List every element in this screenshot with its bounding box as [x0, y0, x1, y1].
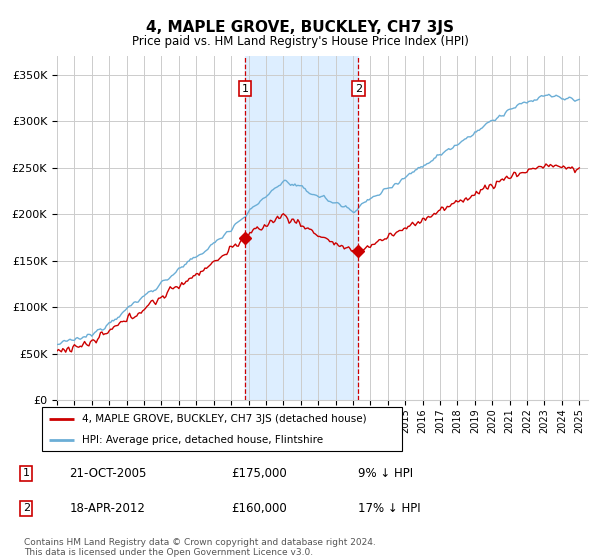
Text: Contains HM Land Registry data © Crown copyright and database right 2024.
This d: Contains HM Land Registry data © Crown c…: [24, 538, 376, 557]
Text: 4, MAPLE GROVE, BUCKLEY, CH7 3JS: 4, MAPLE GROVE, BUCKLEY, CH7 3JS: [146, 20, 454, 35]
Text: 17% ↓ HPI: 17% ↓ HPI: [358, 502, 420, 515]
Text: 4, MAPLE GROVE, BUCKLEY, CH7 3JS (detached house): 4, MAPLE GROVE, BUCKLEY, CH7 3JS (detach…: [82, 414, 366, 424]
Text: 1: 1: [23, 468, 30, 478]
Text: Price paid vs. HM Land Registry's House Price Index (HPI): Price paid vs. HM Land Registry's House …: [131, 35, 469, 48]
Text: 1: 1: [242, 83, 248, 94]
Text: £160,000: £160,000: [231, 502, 287, 515]
Text: HPI: Average price, detached house, Flintshire: HPI: Average price, detached house, Flin…: [82, 435, 323, 445]
Text: 9% ↓ HPI: 9% ↓ HPI: [358, 466, 413, 480]
FancyBboxPatch shape: [42, 407, 402, 451]
Text: 2: 2: [23, 503, 30, 514]
Text: 18-APR-2012: 18-APR-2012: [70, 502, 145, 515]
Bar: [245, 56, 358, 400]
Text: 21-OCT-2005: 21-OCT-2005: [70, 466, 147, 480]
Text: 2: 2: [355, 83, 362, 94]
Text: £175,000: £175,000: [231, 466, 287, 480]
